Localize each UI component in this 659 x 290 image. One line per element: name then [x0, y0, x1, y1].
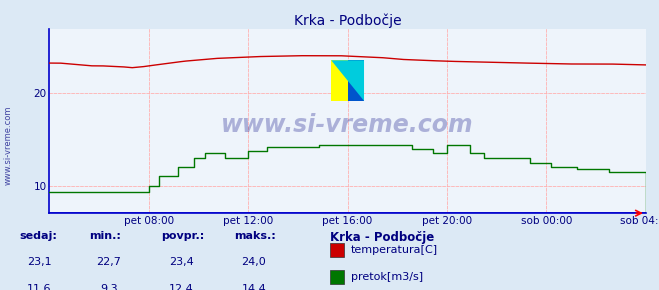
- Bar: [331, 60, 348, 101]
- Text: min.:: min.:: [89, 231, 121, 240]
- Text: 23,1: 23,1: [27, 258, 52, 267]
- Bar: [330, 270, 344, 284]
- Text: 11,6: 11,6: [27, 284, 52, 290]
- Text: 23,4: 23,4: [169, 258, 194, 267]
- Text: pretok[m3/s]: pretok[m3/s]: [351, 272, 422, 282]
- Bar: [348, 60, 364, 101]
- Text: www.si-vreme.com: www.si-vreme.com: [3, 105, 13, 185]
- Text: temperatura[C]: temperatura[C]: [351, 245, 438, 255]
- Text: www.si-vreme.com: www.si-vreme.com: [221, 113, 474, 137]
- Text: 22,7: 22,7: [96, 258, 121, 267]
- Text: Krka - Podbočje: Krka - Podbočje: [330, 231, 434, 244]
- Text: maks.:: maks.:: [234, 231, 275, 240]
- Polygon shape: [331, 60, 364, 101]
- Bar: [330, 243, 344, 258]
- Title: Krka - Podbočje: Krka - Podbočje: [294, 13, 401, 28]
- Text: sedaj:: sedaj:: [20, 231, 57, 240]
- Text: 14,4: 14,4: [241, 284, 266, 290]
- Text: 12,4: 12,4: [169, 284, 194, 290]
- Text: povpr.:: povpr.:: [161, 231, 205, 240]
- Text: 9,3: 9,3: [100, 284, 117, 290]
- Text: 24,0: 24,0: [241, 258, 266, 267]
